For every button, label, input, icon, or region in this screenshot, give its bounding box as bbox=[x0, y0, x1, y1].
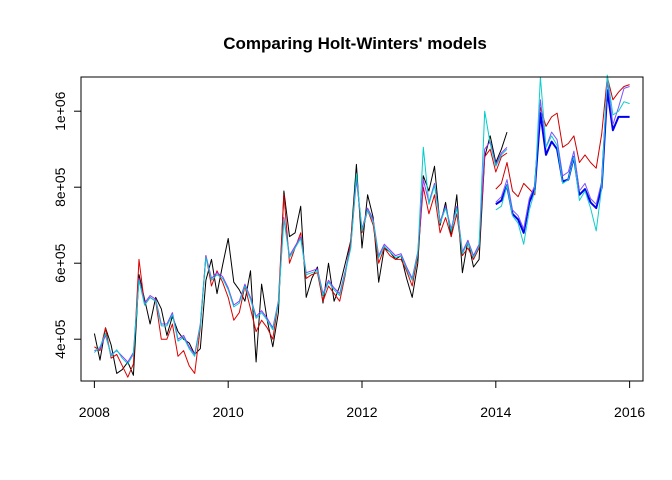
x-axis: 2008 2010 2012 2014 2016 bbox=[79, 380, 645, 420]
series-line-3 bbox=[94, 141, 508, 363]
y-tick-label: 1e+06 bbox=[52, 91, 68, 131]
chart-title: Comparing Holt-Winters' models bbox=[223, 34, 487, 53]
x-tick-label: 2008 bbox=[79, 404, 110, 420]
x-tick-label: 2016 bbox=[614, 404, 645, 420]
y-tick-label: 8e+05 bbox=[52, 167, 68, 207]
x-tick-label: 2014 bbox=[480, 404, 511, 420]
series-line-8 bbox=[495, 74, 630, 245]
y-tick-label: 4e+05 bbox=[52, 319, 68, 359]
y-axis: 4e+05 6e+05 8e+05 1e+06 bbox=[52, 91, 82, 359]
series-line-4 bbox=[94, 110, 508, 365]
series-line-6 bbox=[495, 89, 630, 234]
series-line-1 bbox=[93, 131, 508, 376]
x-tick-label: 2010 bbox=[213, 404, 244, 420]
y-tick-label: 6e+05 bbox=[52, 243, 68, 283]
x-tick-label: 2012 bbox=[346, 404, 377, 420]
series-line-2 bbox=[94, 148, 508, 378]
series-layer bbox=[93, 74, 630, 378]
